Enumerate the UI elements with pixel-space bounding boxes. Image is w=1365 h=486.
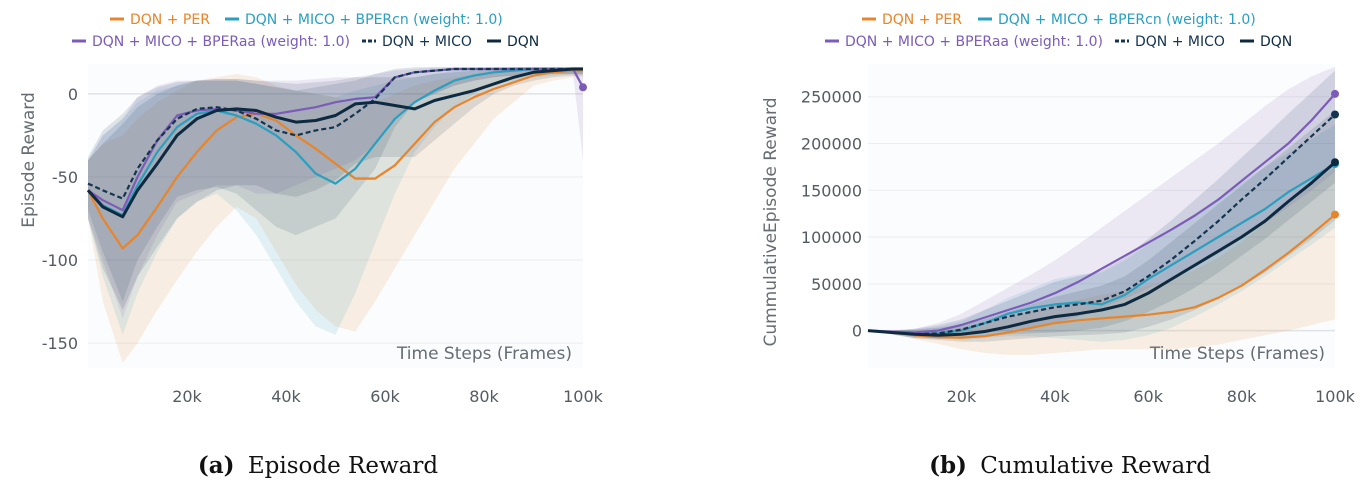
episode-reward-ticks: 0 -50 -100 -150 20k 40k 60k 80k 100k <box>42 85 604 406</box>
series-end-point-mico <box>1331 110 1339 119</box>
x-tick-label: 60k <box>1133 387 1163 406</box>
y-tick-label: 50000 <box>811 275 862 294</box>
series-end-point-bperaa <box>1331 89 1339 98</box>
legend-label-bperaa: DQN + MICO + BPERaa (weight: 1.0) <box>92 34 350 50</box>
legend-label-mico: DQN + MICO <box>1135 34 1225 50</box>
series-end-point-per <box>1331 210 1339 219</box>
y-tick-label: 250000 <box>801 88 862 107</box>
cumulative-reward-lines <box>867 89 1339 339</box>
series-line-dqn <box>86 67 583 219</box>
y-tick-label: 100000 <box>801 228 862 247</box>
episode-reward-lines <box>86 67 587 250</box>
y-tick-label: 0 <box>68 85 78 104</box>
y-tick-label: 200000 <box>801 135 862 154</box>
legend-label-dqn: DQN <box>1260 34 1292 50</box>
cumulative-reward-x-axis-label: Time Steps (Frames) <box>1149 344 1325 364</box>
legend-label-per: DQN + PER <box>882 12 962 28</box>
x-tick-label: 80k <box>1227 387 1257 406</box>
series-line-bpercn <box>867 163 1336 336</box>
episode-reward-legend: DQN + PER DQN + MICO + BPERcn (weight: 1.… <box>72 12 539 50</box>
cumulative-reward-legend: DQN + PER DQN + MICO + BPERcn (weight: 1.… <box>825 12 1292 50</box>
series-end-point-bperaa <box>579 83 587 92</box>
y-tick-label: -100 <box>42 251 78 270</box>
y-tick-label: 150000 <box>801 181 862 200</box>
episode-reward-caption-tag: (a) <box>198 452 235 479</box>
episode-reward-caption: (a) Episode Reward <box>198 452 438 479</box>
series-band-bperaa <box>868 66 1335 337</box>
x-tick-label: 100k <box>1315 387 1356 406</box>
x-tick-label: 20k <box>172 387 202 406</box>
x-tick-label: 80k <box>469 387 499 406</box>
y-tick-label: -50 <box>52 168 78 187</box>
series-band-per <box>88 67 583 364</box>
series-band-mico <box>868 70 1335 339</box>
cumulative-reward-y-axis-label: CummulativeEpisode Reward <box>761 97 781 346</box>
cumulative-reward-caption: (b) Cumulative Reward <box>929 452 1211 479</box>
series-band-dqn <box>868 110 1335 342</box>
series-band-per <box>868 166 1335 355</box>
y-tick-label: 0 <box>852 322 862 341</box>
series-line-bpercn <box>87 67 583 217</box>
x-tick-label: 40k <box>1040 387 1070 406</box>
series-line-bperaa <box>867 93 1336 334</box>
series-band-bperaa <box>88 67 583 319</box>
legend-label-mico: DQN + MICO <box>382 34 472 50</box>
series-line-dqn <box>867 161 1336 337</box>
episode-reward-chart: DQN + PER DQN + MICO + BPERcn (weight: 1.… <box>19 12 604 479</box>
cumulative-reward-caption-text: Cumulative Reward <box>980 453 1211 479</box>
x-tick-label: 40k <box>271 387 301 406</box>
episode-reward-y-axis-label: Episode Reward <box>19 92 39 227</box>
cumulative-reward-caption-tag: (b) <box>929 452 967 479</box>
cumulative-reward-ticks: 0 50000 100000 150000 200000 250000 20k 40k 60k 8… <box>801 88 1356 406</box>
cumulative-reward-bands <box>868 66 1335 355</box>
x-tick-label: 60k <box>370 387 400 406</box>
legend-label-bperaa: DQN + MICO + BPERaa (weight: 1.0) <box>845 34 1103 50</box>
series-line-per <box>867 213 1336 339</box>
series-band-bpercn <box>868 124 1335 342</box>
episode-reward-x-axis-label: Time Steps (Frames) <box>396 344 572 364</box>
legend-label-per: DQN + PER <box>130 12 210 28</box>
legend-label-bpercn: DQN + MICO + BPERcn (weight: 1.0) <box>245 12 503 28</box>
y-tick-label: -150 <box>42 334 78 353</box>
x-tick-label: 100k <box>563 387 604 406</box>
legend-label-bpercn: DQN + MICO + BPERcn (weight: 1.0) <box>998 12 1256 28</box>
x-tick-label: 20k <box>947 387 977 406</box>
cumulative-reward-chart: DQN + PER DQN + MICO + BPERcn (weight: 1.… <box>761 12 1356 479</box>
series-band-dqn <box>88 67 583 310</box>
series-end-point-dqn <box>1331 158 1339 167</box>
legend-label-dqn: DQN <box>507 34 539 50</box>
series-line-per <box>87 69 583 250</box>
series-line-mico <box>87 67 583 200</box>
episode-reward-caption-text: Episode Reward <box>248 453 438 479</box>
